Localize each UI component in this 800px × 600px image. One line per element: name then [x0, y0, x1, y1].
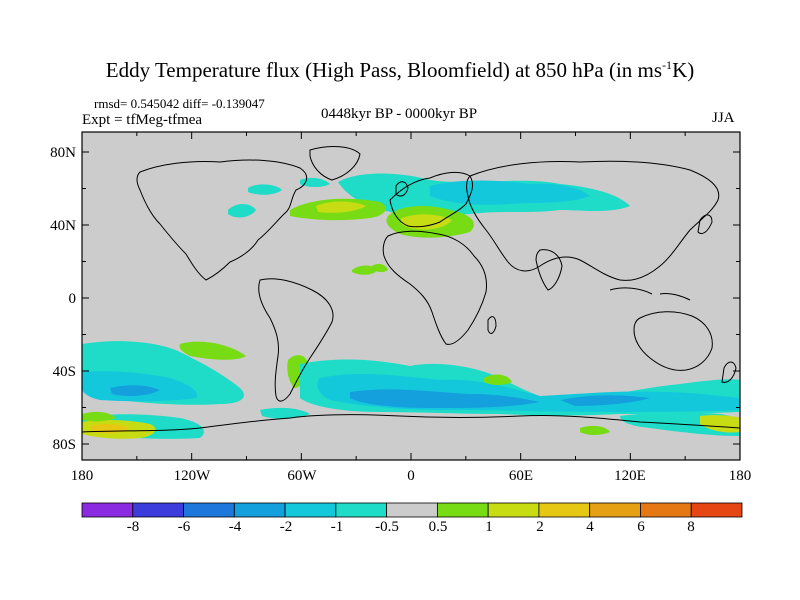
coastline-europe: [389, 171, 473, 228]
lon-tick-label: 120W: [174, 468, 212, 484]
contour-field: [82, 132, 740, 460]
coastline-north-america: [136, 159, 308, 281]
coastline-india: [535, 249, 563, 291]
lat-tick-label: 40S: [53, 364, 76, 380]
coastline-asia: [466, 160, 720, 281]
colorbar-label: -2: [279, 519, 293, 535]
colorbar-label: -4: [228, 519, 242, 535]
experiment-label: Expt = tfMeg-tfmea: [82, 112, 203, 128]
colorbar-swatch: [284, 502, 337, 518]
axis-labels: 80N 40N 0 40S 80S 180 120W 60W 0 60E 120…: [50, 145, 751, 484]
colorbar-swatch: [538, 502, 591, 518]
colorbar-swatch: [335, 502, 388, 518]
colorbar-label: 8: [687, 519, 695, 535]
lon-tick-label: 180: [71, 468, 94, 484]
title-suffix: K): [672, 58, 695, 82]
contour-ross-green: [82, 411, 116, 422]
colorbar-label: 6: [637, 519, 645, 535]
contour-pacific-green: [179, 341, 246, 360]
coastline-africa: [382, 230, 487, 345]
colorbar-label: 4: [586, 519, 594, 535]
contour-europe-yellow: [400, 214, 452, 230]
contour-antarctic-green-small: [580, 425, 610, 435]
colorbar-swatch: [81, 502, 134, 518]
contour-africa-green: [352, 265, 378, 275]
lon-tick-label: 60E: [509, 468, 533, 484]
coastlines: [82, 146, 740, 433]
stats-label: rmsd= 0.545042 diff= -0.139047: [94, 96, 265, 111]
colorbar-swatch: [183, 502, 235, 518]
colorbar-label: -1: [330, 519, 344, 535]
colorbar-swatch: [589, 502, 641, 518]
colorbar-swatch: [386, 502, 438, 518]
lon-tick-label: 120E: [614, 468, 646, 484]
season-label: JJA: [712, 110, 735, 126]
coastline-antarctica: [82, 414, 740, 433]
colorbar-label: -6: [177, 519, 191, 535]
contour-atlantic-yellow: [316, 201, 366, 213]
coastline-madagascar: [487, 316, 497, 334]
contour-africa-green-2: [372, 263, 388, 273]
contour-south-atlantic-darkblue: [350, 389, 540, 408]
coastline-new-zealand: [721, 361, 737, 383]
coastline-australia: [633, 311, 713, 371]
colorbar-swatch: [690, 502, 743, 518]
contour-na-cyan-2: [248, 184, 282, 195]
contour-south-pacific-darkblue: [110, 385, 160, 397]
lat-tick-label: 80S: [53, 437, 76, 453]
lat-tick-label: 40N: [50, 218, 76, 234]
coastline-uk: [395, 181, 409, 197]
colorbar-label: -8: [126, 519, 140, 535]
contour-antarctic-cyan-mid: [260, 407, 310, 419]
colorbar-label: 2: [536, 519, 544, 535]
contour-na-cyan-3: [300, 177, 330, 187]
contour-antarctic-yellow-east: [700, 415, 740, 433]
contour-na-cyan: [228, 204, 256, 218]
colorbar-label: 0.5: [428, 519, 448, 535]
colorbar-swatch: [436, 502, 489, 518]
colorbar: [81, 502, 743, 518]
colorbar-swatch: [487, 502, 540, 518]
colorbar-label: -0.5: [375, 519, 399, 535]
title-main: Eddy Temperature flux (High Pass, Bloomf…: [105, 58, 663, 82]
lon-tick-label: 60W: [287, 468, 317, 484]
lat-tick-label: 80N: [50, 145, 76, 161]
colorbar-label: 1: [485, 519, 493, 535]
contour-indian-darkblue: [560, 395, 650, 406]
lon-tick-label: 0: [407, 468, 415, 484]
chart-title: Eddy Temperature flux (High Pass, Bloomf…: [0, 58, 800, 83]
colorbar-swatch: [640, 502, 692, 518]
coastline-south-america: [258, 278, 334, 402]
contour-n-atlantic-blue: [430, 180, 590, 205]
lat-tick-label: 0: [69, 291, 77, 307]
lon-tick-label: 180: [729, 468, 752, 484]
colorbar-swatch: [233, 502, 286, 518]
contour-s-atlantic-green: [484, 374, 512, 385]
title-exponent: -1: [662, 58, 673, 72]
axis-ticks: [81, 132, 741, 460]
period-label: 0448kyr BP - 0000kyr BP: [321, 106, 478, 122]
coastline-japan: [697, 214, 713, 235]
coastline-indonesia: [609, 287, 691, 301]
coastline-greenland: [309, 146, 361, 181]
colorbar-swatch: [132, 502, 184, 518]
